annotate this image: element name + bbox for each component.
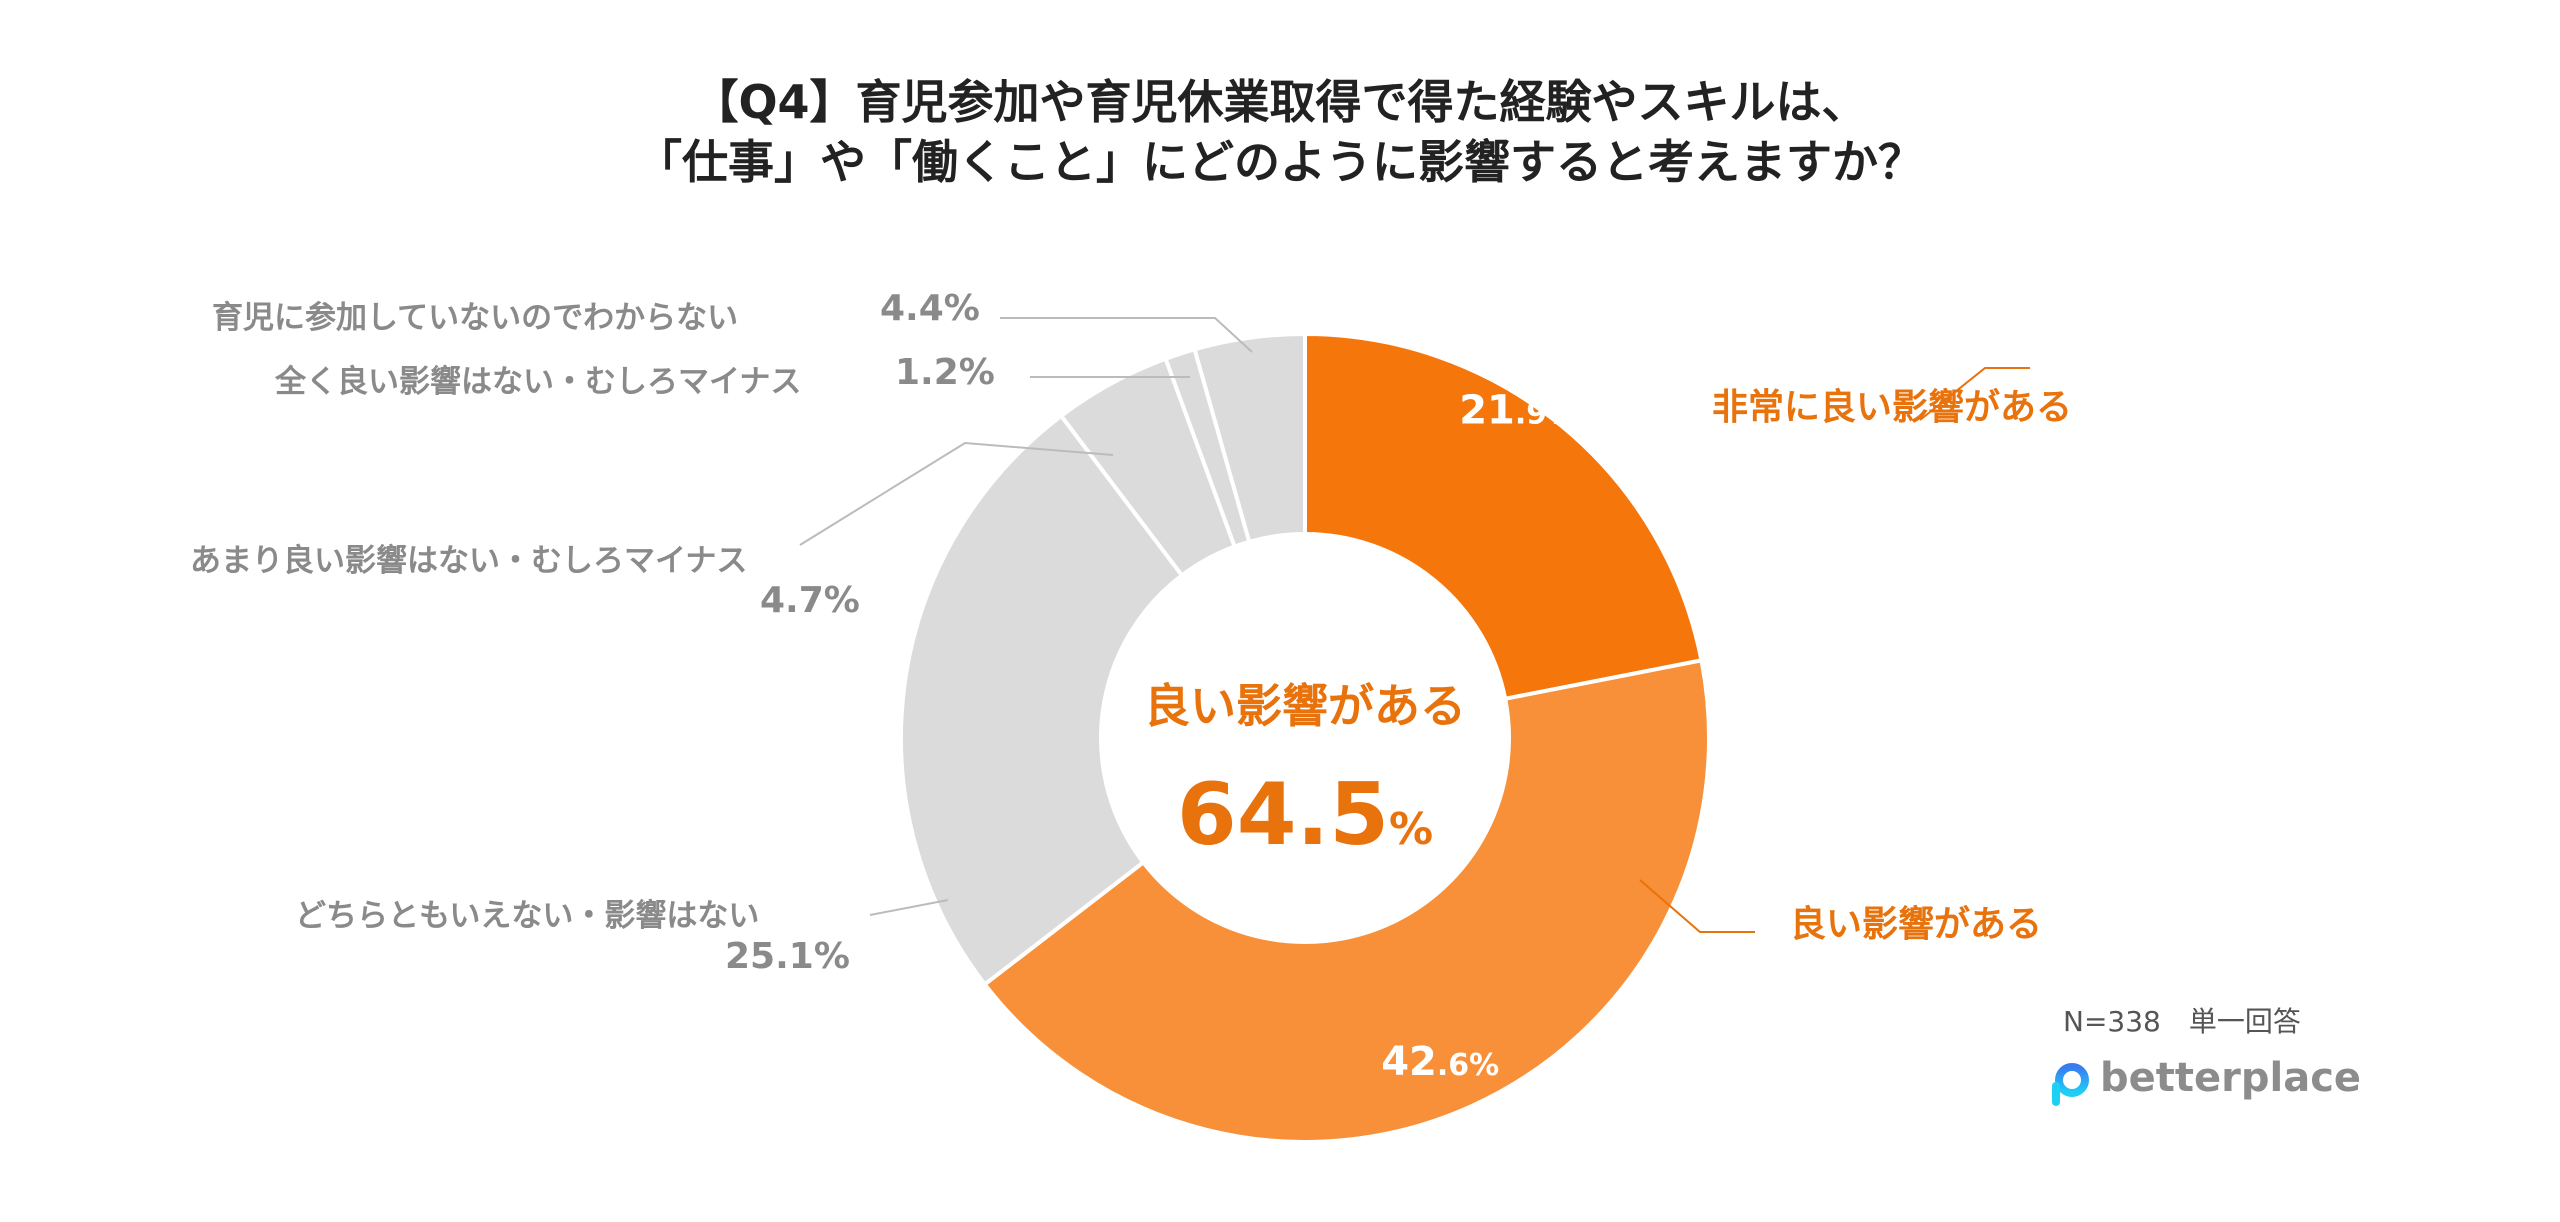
center-unit: % (1389, 804, 1434, 855)
slice-value-0: 21.9% (1459, 387, 1577, 433)
donut-slice-2 (899, 413, 1185, 988)
betterplace-logo: betterplace (2048, 1050, 2361, 1106)
slice-label-1: 良い影響がある (1790, 904, 2043, 945)
chart-title-line2: 「仕事」や「働くこと」にどのように影響すると考えますか？ (636, 135, 1924, 189)
leader-line-2 (869, 899, 949, 916)
slice-label-5: 育児に参加していないのでわからない (212, 300, 739, 336)
leader-line-3 (799, 441, 1114, 546)
slice-value-5: 4.4% (880, 288, 980, 329)
slice-label-2: どちらともいえない・影響はない (295, 898, 760, 934)
leader-line-0 (1919, 367, 2030, 421)
slice-value-2: 25.1% (725, 936, 850, 977)
slice-value-3: 4.7% (760, 580, 860, 621)
center-value-wrap: 64.5% (1105, 765, 1505, 865)
slice-value-4: 1.2% (895, 352, 995, 393)
logo-text: betterplace (2100, 1055, 2362, 1101)
slice-label-3: あまり良い影響はない・むしろマイナス (190, 543, 748, 579)
leader-line-5 (1000, 317, 1253, 353)
leader-line-1 (1639, 879, 1755, 933)
betterplace-logo-icon (2052, 1050, 2089, 1106)
center-label: 良い影響がある (1144, 679, 1466, 733)
donut-slice-0 (1303, 331, 1704, 702)
slice-label-0: 非常に良い影響がある (1712, 387, 2073, 428)
donut-slice-1 (981, 658, 1711, 1144)
sample-note: N=338 単一回答 (2063, 1005, 2301, 1038)
center-value: 64.5 (1176, 765, 1390, 865)
chart-title-line1: 【Q4】育児参加や育児休業取得で得た経験やスキルは、 (692, 75, 1868, 129)
slice-value-1: 42.6% (1381, 1039, 1499, 1085)
donut-slice-5 (1192, 331, 1307, 545)
slice-label-4: 全く良い影響はない・むしろマイナス (275, 364, 802, 400)
